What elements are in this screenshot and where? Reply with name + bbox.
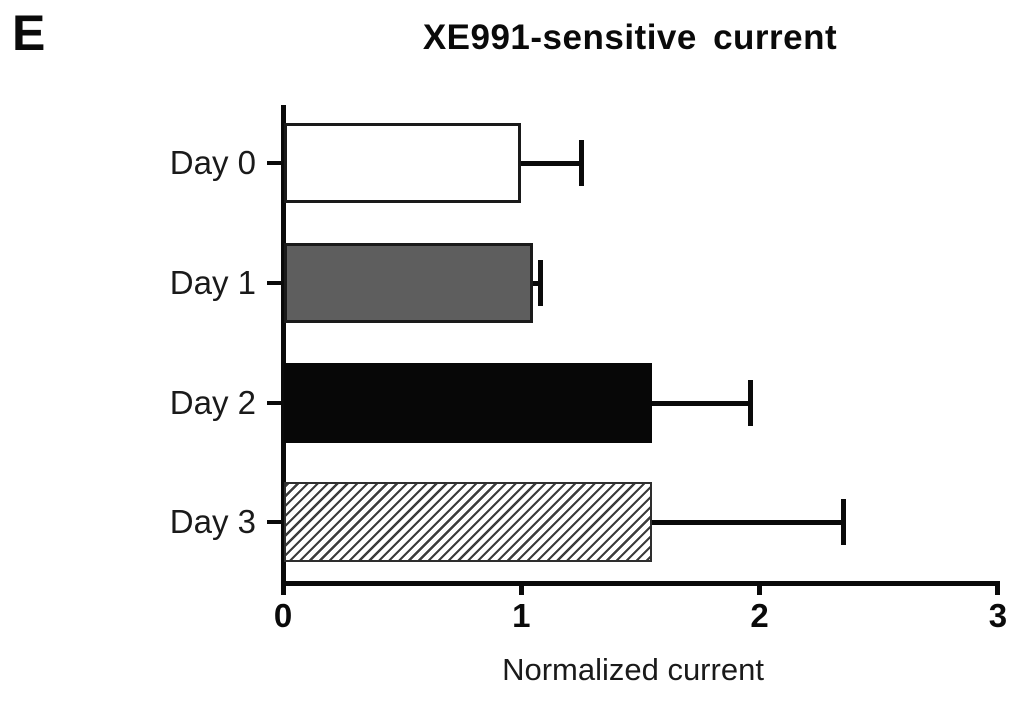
x-axis [281,581,1000,586]
x-axis-label: Normalized current [502,652,764,687]
category-label: Day 3 [169,503,256,540]
category-label: Day 0 [169,144,256,181]
x-tick-label: 0 [273,597,293,634]
x-tick-label: 1 [512,597,531,634]
bar-day-1 [284,243,533,323]
error-bar-whisker [652,400,751,406]
error-bar-cap [841,499,846,545]
bar-day-3 [284,482,652,562]
error-bar-cap [748,380,754,426]
x-axis-tick [995,586,1001,595]
bar-day-2 [284,363,652,443]
bar-day-0 [284,123,521,203]
category-tick [267,281,281,285]
error-bar-whisker [521,160,581,166]
error-bar-cap [538,260,544,306]
category-tick [267,520,281,524]
panel-letter: E [12,5,47,61]
category-tick [267,161,281,165]
category-label: Day 2 [169,384,256,421]
category-label: Day 1 [169,264,256,301]
y-axis [281,105,286,586]
category-tick [267,401,281,405]
x-tick-label: 3 [988,597,1008,634]
chart-title: XE991-sensitive current [422,18,838,57]
x-tick-label: 2 [750,597,769,634]
x-axis-tick [757,586,763,595]
x-axis-tick [280,586,286,595]
error-bar-cap [578,140,584,186]
x-axis-tick [518,586,524,595]
error-bar-whisker [652,519,843,525]
error-bar-whisker [533,280,541,286]
